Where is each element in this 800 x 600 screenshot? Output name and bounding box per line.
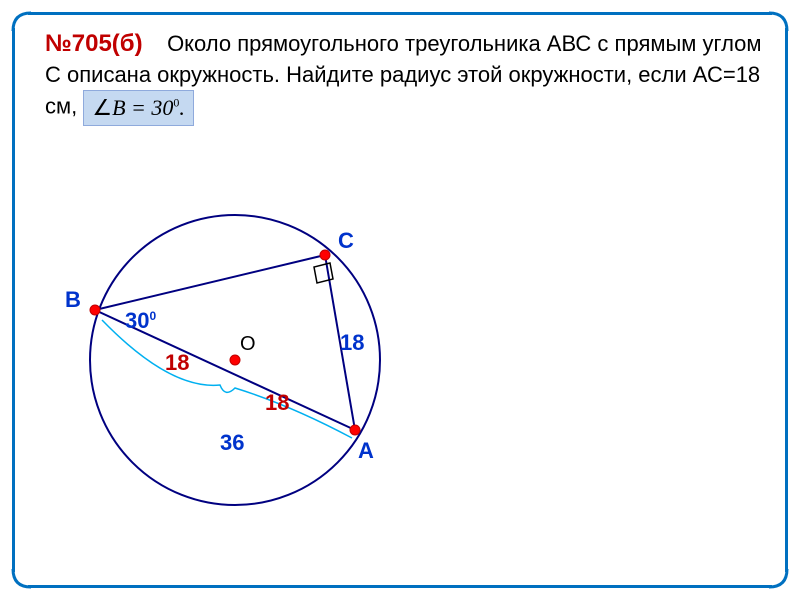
len-ca-18: 18 — [340, 330, 364, 355]
right-angle-marker — [314, 263, 333, 283]
label-a: А — [358, 438, 374, 463]
point-b — [90, 305, 100, 315]
label-b: В — [65, 287, 81, 312]
label-c: С — [338, 228, 354, 253]
len-oa-18: 18 — [265, 390, 289, 415]
len-bo-18: 18 — [165, 350, 189, 375]
label-o: О — [240, 333, 256, 355]
problem-statement: №705(б) Около прямоугольного треугольник… — [45, 28, 765, 126]
point-a — [350, 425, 360, 435]
angle-formula: ∠B = 300. — [83, 90, 194, 126]
len-ab-36: 36 — [220, 430, 244, 455]
side-BC — [95, 255, 325, 310]
point-c — [320, 250, 330, 260]
angle-30-label: 300 — [125, 308, 156, 333]
geometry-diagram: В С А О 300 18 18 18 36 — [40, 200, 460, 580]
point-o — [230, 355, 240, 365]
brace-ab — [102, 320, 352, 438]
problem-number: №705(б) — [45, 30, 143, 57]
